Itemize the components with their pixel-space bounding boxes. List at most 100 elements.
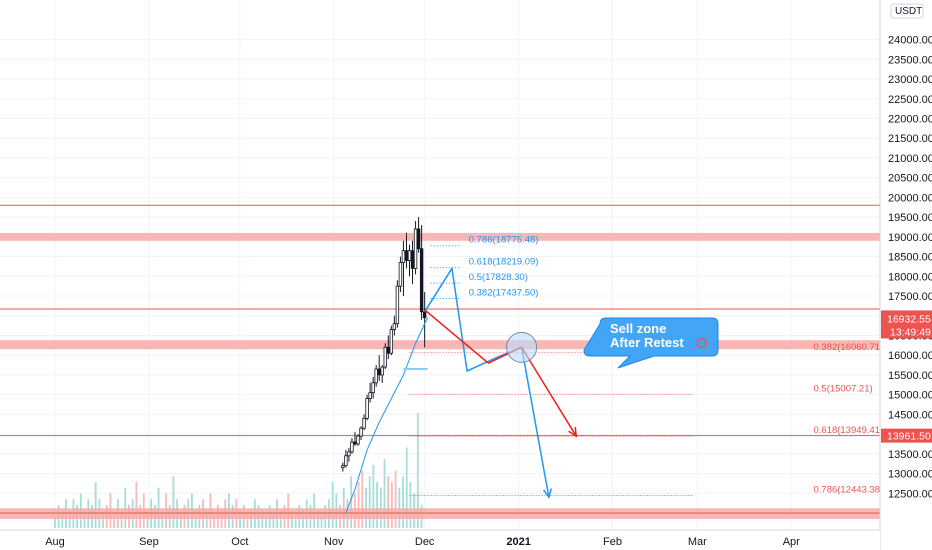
volume-bar bbox=[54, 516, 56, 528]
volume-bar bbox=[391, 482, 393, 528]
resistance-zone bbox=[0, 232, 880, 241]
volume-bar bbox=[135, 482, 138, 528]
candle-body bbox=[374, 368, 378, 384]
price-tick-label: 19500.00 bbox=[888, 212, 932, 224]
price-tick-label: 18000.00 bbox=[888, 271, 932, 283]
price-tick-label: 20500.00 bbox=[888, 173, 932, 185]
red-arrow-head bbox=[568, 427, 578, 438]
time-tick-label: Dec bbox=[415, 536, 435, 548]
volume-bar bbox=[342, 487, 345, 528]
volume-bar bbox=[365, 487, 367, 528]
price-axis-bg bbox=[880, 0, 932, 550]
time-tick-label: Feb bbox=[603, 536, 622, 548]
time-axis-bg bbox=[0, 530, 880, 550]
level-price-value: 13961.50 bbox=[887, 431, 931, 443]
candle-body bbox=[383, 346, 387, 368]
volume-bar bbox=[68, 510, 71, 528]
volume-bar bbox=[265, 516, 267, 528]
volume-bar bbox=[179, 510, 182, 528]
candle-body bbox=[359, 427, 363, 437]
fib-level-label: 0.786(12443.38) bbox=[814, 485, 884, 496]
price-tick-label: 13000.00 bbox=[888, 469, 932, 481]
volume-bar bbox=[61, 510, 64, 528]
bar-countdown: 13:49:49 bbox=[890, 326, 931, 338]
volume-bar bbox=[405, 447, 408, 528]
resistance-zone bbox=[0, 508, 880, 519]
level-price-tag bbox=[881, 428, 932, 443]
price-tick-label: 13500.00 bbox=[888, 449, 932, 461]
price-tick-label: 22500.00 bbox=[888, 94, 932, 106]
volume-bar bbox=[205, 510, 208, 528]
candle-body bbox=[344, 455, 348, 467]
candle-body bbox=[350, 441, 354, 453]
volume-bar bbox=[402, 476, 404, 528]
volume-bar bbox=[368, 476, 371, 528]
volume-bar bbox=[320, 516, 323, 528]
last-price-tag bbox=[881, 310, 932, 339]
price-tick-label: 12500.00 bbox=[888, 488, 932, 500]
candle-body bbox=[377, 368, 381, 376]
price-projection bbox=[424, 266, 578, 499]
volume-bar bbox=[376, 482, 378, 528]
candle-body bbox=[404, 250, 409, 261]
price-tick-label: 18500.00 bbox=[888, 252, 932, 264]
volume-bar bbox=[294, 516, 297, 528]
volume-bar bbox=[372, 464, 375, 528]
fib-level-label: 0.786(18775.48) bbox=[469, 235, 539, 246]
price-tick-label: 23000.00 bbox=[888, 74, 932, 86]
volume-bar bbox=[291, 510, 293, 528]
moving-average bbox=[345, 317, 429, 514]
candle-body bbox=[392, 323, 397, 330]
fib-level-label: 0.5(17828.30) bbox=[469, 272, 528, 283]
volume-bar bbox=[172, 476, 175, 528]
horizontal-levels bbox=[0, 204, 880, 514]
price-tick-label: 16000.00 bbox=[888, 350, 932, 362]
volume-bar bbox=[316, 510, 319, 528]
fib-level-label: 0.618(13949.41) bbox=[814, 425, 884, 436]
time-tick-label: 2021 bbox=[506, 536, 530, 548]
last-price-value: 16932.55 bbox=[887, 313, 931, 325]
ma-line bbox=[345, 317, 429, 514]
callout-line-2: After Retest bbox=[610, 335, 684, 350]
volume-bar bbox=[246, 516, 249, 528]
volume-bar bbox=[387, 476, 390, 528]
volume-bar bbox=[416, 413, 419, 528]
candle-body bbox=[407, 250, 412, 261]
time-tick-label: Mar bbox=[688, 536, 707, 548]
volume-bar bbox=[83, 510, 86, 528]
candle-body bbox=[422, 311, 427, 319]
fib-level-label: 0.382(16060.71) bbox=[814, 342, 884, 353]
retest-circle bbox=[506, 331, 538, 363]
callout-line-1: Sell zone bbox=[610, 321, 666, 336]
price-axis[interactable]: 24000.00 23500.00 23000.00 22500.00 22000.00… bbox=[879, 0, 932, 550]
candle-body bbox=[419, 248, 424, 313]
volume-bar bbox=[213, 516, 216, 528]
price-tick-label: 22000.00 bbox=[888, 114, 932, 126]
callout-icon bbox=[696, 337, 708, 349]
candle-body bbox=[410, 250, 415, 269]
resistance-zone bbox=[0, 340, 880, 350]
red-projection-path bbox=[424, 309, 577, 437]
candlesticks bbox=[341, 217, 427, 472]
volume-bar bbox=[261, 510, 264, 528]
price-tick-label: 15000.00 bbox=[888, 390, 932, 402]
candle-body bbox=[386, 346, 390, 354]
candle-body bbox=[347, 451, 351, 457]
price-tick-label: 21500.00 bbox=[888, 133, 932, 145]
volume-bar bbox=[94, 482, 97, 528]
volume-bar bbox=[272, 510, 275, 528]
volume-bar bbox=[113, 516, 116, 528]
candle-body bbox=[365, 398, 369, 419]
candle-body bbox=[401, 250, 406, 263]
currency-badge bbox=[890, 3, 924, 19]
time-axis[interactable]: Aug Sep Oct Nov Dec 2021 Feb Mar Apr bbox=[0, 529, 880, 550]
price-tick-label: 21000.00 bbox=[888, 153, 932, 165]
fib-level-label: 0.5(15007.21) bbox=[814, 383, 873, 394]
volume-bar bbox=[102, 510, 104, 528]
time-tick-label: Apr bbox=[783, 536, 800, 548]
volume-bar bbox=[239, 510, 241, 528]
volume-bar bbox=[146, 510, 149, 528]
candle-body bbox=[368, 392, 372, 399]
